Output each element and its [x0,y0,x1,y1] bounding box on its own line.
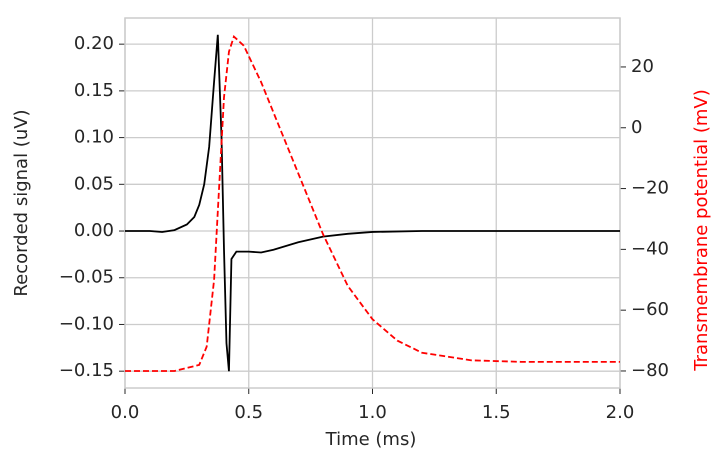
series-line [125,34,620,372]
y2-axis-label: Transmembrane potential (mV) [691,89,712,371]
y-tick-label: −0.15 [59,360,114,381]
y-tick-label: 0.20 [74,33,114,54]
y-tick-label: 0.00 [74,220,114,241]
y2-tick-label: 0 [631,117,642,138]
x-axis-label: Time (ms) [325,429,417,450]
y2-tick-label: 20 [631,56,654,77]
y2-tick-label: −80 [631,360,669,381]
y2-tick-label: −60 [631,299,669,320]
y-tick-label: 0.10 [74,127,114,148]
y-tick-label: 0.15 [74,80,114,101]
x-tick-label: 2.0 [606,402,635,423]
y-axis-label: Recorded signal (uV) [11,109,32,296]
y-tick-label: 0.05 [74,173,114,194]
x-tick-label: 0.0 [111,402,140,423]
y-tick-label: −0.10 [59,313,114,334]
x-tick-label: 1.0 [358,402,387,423]
y2-tick-label: −20 [631,178,669,199]
series-line [125,34,620,372]
x-tick-label: 1.5 [482,402,511,423]
plot-frame [124,17,621,389]
y2-tick-label: −40 [631,238,669,259]
y-tick-label: −0.05 [59,267,114,288]
x-tick-label: 0.5 [234,402,263,423]
